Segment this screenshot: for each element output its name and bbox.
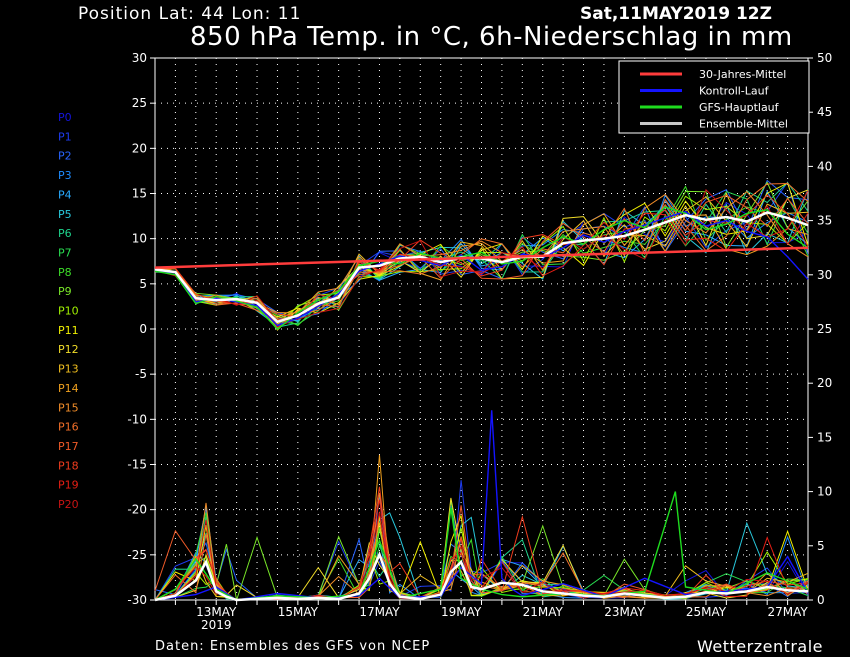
y-right-tick-label: 10	[817, 485, 832, 499]
chart-axes: 302520151050-5-10-15-20-25-3050454035302…	[127, 51, 832, 632]
x-tick-label: 21MAY	[523, 605, 564, 619]
member-label-p14: P14	[58, 382, 79, 395]
y-left-tick-label: -30	[127, 593, 147, 607]
x-tick-label: 15MAY	[278, 605, 319, 619]
member-label-p13: P13	[58, 363, 79, 376]
member-label-p1: P1	[58, 130, 72, 143]
member-label-p19: P19	[58, 479, 79, 492]
x-tick-label: 19MAY	[441, 605, 482, 619]
member-label-p9: P9	[58, 285, 72, 298]
x-tick-label: 27MAY	[767, 605, 808, 619]
data-source: Daten: Ensembles des GFS von NCEP	[155, 639, 431, 654]
chart-series	[154, 179, 809, 602]
member-label-p17: P17	[58, 440, 79, 453]
member-label-p18: P18	[58, 459, 79, 472]
y-left-tick-label: 15	[132, 187, 147, 201]
run-datetime: Sat,11MAY2019 12Z	[580, 4, 772, 24]
position-label: Position Lat: 44 Lon: 11	[78, 4, 302, 24]
x-tick-label: 23MAY	[604, 605, 645, 619]
member-temp-line	[154, 188, 809, 322]
legend-label: Ensemble-Mittel	[699, 118, 788, 131]
y-left-tick-label: -15	[127, 458, 147, 472]
y-right-tick-label: 20	[817, 376, 832, 390]
member-label-p0: P0	[58, 111, 72, 124]
y-right-tick-label: 40	[817, 159, 832, 173]
member-label-p6: P6	[58, 227, 72, 240]
legend-label: 30-Jahres-Mittel	[699, 68, 786, 81]
member-label-p8: P8	[58, 266, 72, 279]
y-left-tick-label: 20	[132, 141, 147, 155]
climate-mean-line	[154, 246, 809, 269]
y-left-tick-label: -5	[135, 367, 147, 381]
y-left-tick-label: -10	[127, 412, 147, 426]
x-year-label: 2019	[201, 618, 232, 632]
member-labels: P0 P1 P2 P3 P4 P5 P6 P7 P8 P9 P10 P11 P12 P13 P14 P15 P1…	[58, 111, 79, 511]
y-right-tick-label: 5	[817, 539, 825, 553]
member-label-p2: P2	[58, 150, 72, 163]
member-label-p10: P10	[58, 305, 79, 318]
y-left-tick-label: 10	[132, 232, 147, 246]
member-label-p7: P7	[58, 246, 72, 259]
member-temp-line	[154, 194, 809, 321]
member-label-p3: P3	[58, 169, 72, 182]
y-right-tick-label: 0	[817, 593, 825, 607]
member-temp-line	[154, 194, 809, 327]
x-tick-label: 13MAY	[196, 605, 237, 619]
legend-label: Kontroll-Lauf	[699, 85, 770, 98]
member-label-p12: P12	[58, 343, 79, 356]
y-left-tick-label: -25	[127, 548, 147, 562]
y-right-tick-label: 45	[817, 105, 832, 119]
y-right-tick-label: 35	[817, 214, 832, 228]
y-left-tick-label: 0	[139, 322, 147, 336]
member-label-p20: P20	[58, 498, 79, 511]
y-left-tick-label: 5	[139, 277, 147, 291]
ensemble-mean-precip-line	[154, 551, 809, 602]
y-left-tick-label: -20	[127, 503, 147, 517]
y-left-tick-label: 25	[132, 96, 147, 110]
chart-grid	[155, 58, 808, 600]
y-right-tick-label: 25	[817, 322, 832, 336]
x-tick-label: 25MAY	[686, 605, 727, 619]
member-temp-line	[154, 196, 809, 325]
legend-label: GFS-Hauptlauf	[699, 101, 780, 114]
member-label-p16: P16	[58, 421, 79, 434]
chart-legend: 30-Jahres-Mittel Kontroll-Lauf GFS-Hauptla…	[618, 60, 810, 134]
control-temp-line	[154, 210, 809, 327]
main-run-temp-line	[154, 206, 809, 330]
y-right-tick-label: 50	[817, 51, 832, 65]
y-right-tick-label: 30	[817, 268, 832, 282]
x-tick-label: 17MAY	[359, 605, 400, 619]
y-right-tick-label: 15	[817, 430, 832, 444]
chart-title: 850 hPa Temp. in °C, 6h-Niederschlag in …	[190, 22, 793, 52]
member-label-p5: P5	[58, 208, 72, 221]
member-label-p11: P11	[58, 324, 79, 337]
member-label-p4: P4	[58, 188, 72, 201]
brand-name: Wetterzentrale	[697, 637, 824, 656]
y-left-tick-label: 30	[132, 51, 147, 65]
member-label-p15: P15	[58, 401, 79, 414]
member-temp-line	[154, 190, 809, 314]
